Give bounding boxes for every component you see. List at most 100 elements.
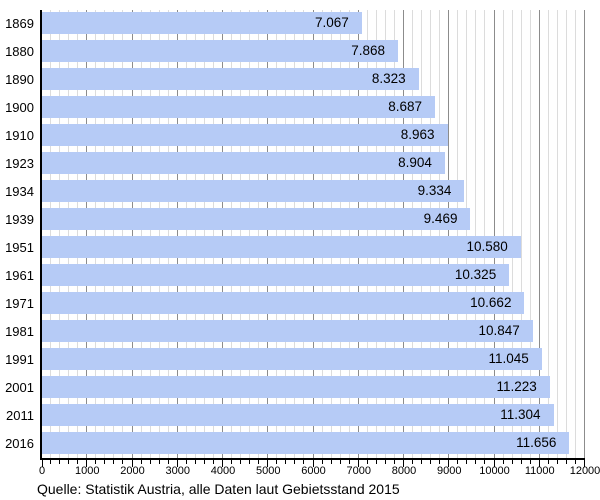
minor-gridline: [95, 10, 97, 458]
minor-gridline: [439, 10, 441, 458]
bar-row: 7.868: [42, 38, 585, 66]
minor-gridline: [484, 10, 486, 458]
major-gridline: [448, 10, 450, 458]
population-bar: 8.687: [42, 96, 436, 118]
bar-row: 9.469: [42, 206, 585, 234]
x-tick-label: 10000: [479, 465, 510, 477]
bar-value-label: 10.580: [466, 239, 508, 254]
population-bar: 10.847: [42, 320, 533, 342]
minor-gridline: [529, 10, 531, 458]
year-label: 2016: [5, 436, 34, 451]
x-axis-ticks: [42, 460, 585, 468]
minor-gridline: [167, 10, 169, 458]
x-minor-tick: [258, 460, 260, 464]
x-minor-tick: [203, 460, 205, 464]
year-label: 1910: [5, 128, 34, 143]
minor-gridline: [339, 10, 341, 458]
bar-value-label: 11.045: [488, 351, 529, 366]
x-minor-tick: [240, 460, 242, 464]
minor-gridline: [185, 10, 187, 458]
x-major-tick: [176, 460, 178, 467]
population-bar: 9.334: [42, 180, 465, 202]
x-minor-tick: [384, 460, 386, 464]
minor-gridline: [520, 10, 522, 458]
x-tick-label: 9000: [437, 465, 462, 477]
source-caption: Quelle: Statistik Austria, alle Daten la…: [37, 481, 400, 497]
population-bar: 8.904: [42, 152, 445, 174]
x-minor-tick: [68, 460, 70, 464]
population-bar: 8.963: [42, 124, 448, 146]
x-minor-tick: [565, 460, 567, 464]
x-major-tick: [312, 460, 314, 467]
x-minor-tick: [122, 460, 124, 464]
minor-gridline: [330, 10, 332, 458]
minor-gridline: [285, 10, 287, 458]
bar-value-label: 8.904: [398, 155, 432, 170]
x-minor-tick: [511, 460, 513, 464]
x-major-tick: [538, 460, 540, 467]
bar-value-label: 11.656: [516, 435, 557, 450]
x-axis-tick-labels: 0 1000 2000 3000 4000 5000 6000 7000 8000 9000 100…: [39, 464, 600, 478]
x-tick-label: 12000: [569, 465, 600, 477]
x-minor-tick: [231, 460, 233, 464]
minor-gridline: [276, 10, 278, 458]
minor-gridline: [511, 10, 513, 458]
minor-gridline: [122, 10, 124, 458]
gridlines-layer: [42, 10, 585, 458]
x-minor-tick: [475, 460, 477, 464]
bar-row: 11.656: [42, 430, 585, 458]
minor-gridline: [565, 10, 567, 458]
x-tick-label: 6000: [301, 465, 326, 477]
year-label: 1971: [5, 296, 34, 311]
population-bar: 8.323: [42, 68, 419, 90]
x-minor-tick: [466, 460, 468, 464]
x-minor-tick: [520, 460, 522, 464]
year-label: 1981: [5, 324, 34, 339]
bar-value-label: 11.304: [500, 407, 541, 422]
minor-gridline: [212, 10, 214, 458]
minor-gridline: [457, 10, 459, 458]
x-minor-tick: [167, 460, 169, 464]
minor-gridline: [547, 10, 549, 458]
minor-gridline: [104, 10, 106, 458]
bar-value-label: 7.067: [314, 15, 349, 30]
minor-gridline: [412, 10, 414, 458]
bar-value-label: 9.469: [423, 211, 458, 226]
minor-gridline: [384, 10, 386, 458]
x-minor-tick: [285, 460, 287, 464]
x-minor-tick: [149, 460, 151, 464]
x-minor-tick: [212, 460, 214, 464]
x-minor-tick: [412, 460, 414, 464]
x-major-tick: [86, 460, 88, 467]
major-gridline: [403, 10, 404, 458]
minor-gridline: [393, 10, 395, 458]
bar-value-label: 8.323: [371, 71, 406, 86]
bar-row: 10.847: [42, 318, 585, 346]
bar-value-label: 10.325: [454, 267, 497, 282]
minor-gridline: [258, 10, 260, 458]
bar-row: 11.304: [42, 402, 585, 430]
x-major-tick: [222, 460, 223, 467]
x-minor-tick: [529, 460, 531, 464]
year-label: 2001: [5, 380, 34, 395]
year-label: 1923: [5, 156, 34, 171]
x-minor-tick: [140, 460, 142, 464]
bar-value-label: 9.334: [417, 183, 452, 198]
x-minor-tick: [393, 460, 395, 464]
bar-value-label: 8.963: [400, 127, 435, 142]
minor-gridline: [113, 10, 115, 458]
x-tick-label: 8000: [391, 465, 417, 477]
minor-gridline: [240, 10, 242, 458]
minor-gridline: [294, 10, 296, 458]
bar-row: 8.687: [42, 94, 585, 122]
x-minor-tick: [50, 460, 52, 464]
x-minor-tick: [104, 460, 106, 464]
bar-row: 11.045: [42, 346, 585, 374]
x-minor-tick: [59, 460, 61, 464]
bar-row: 9.334: [42, 178, 585, 206]
bar-value-label: 8.687: [388, 99, 423, 114]
minor-gridline: [231, 10, 233, 458]
minor-gridline: [203, 10, 205, 458]
x-minor-tick: [339, 460, 341, 464]
